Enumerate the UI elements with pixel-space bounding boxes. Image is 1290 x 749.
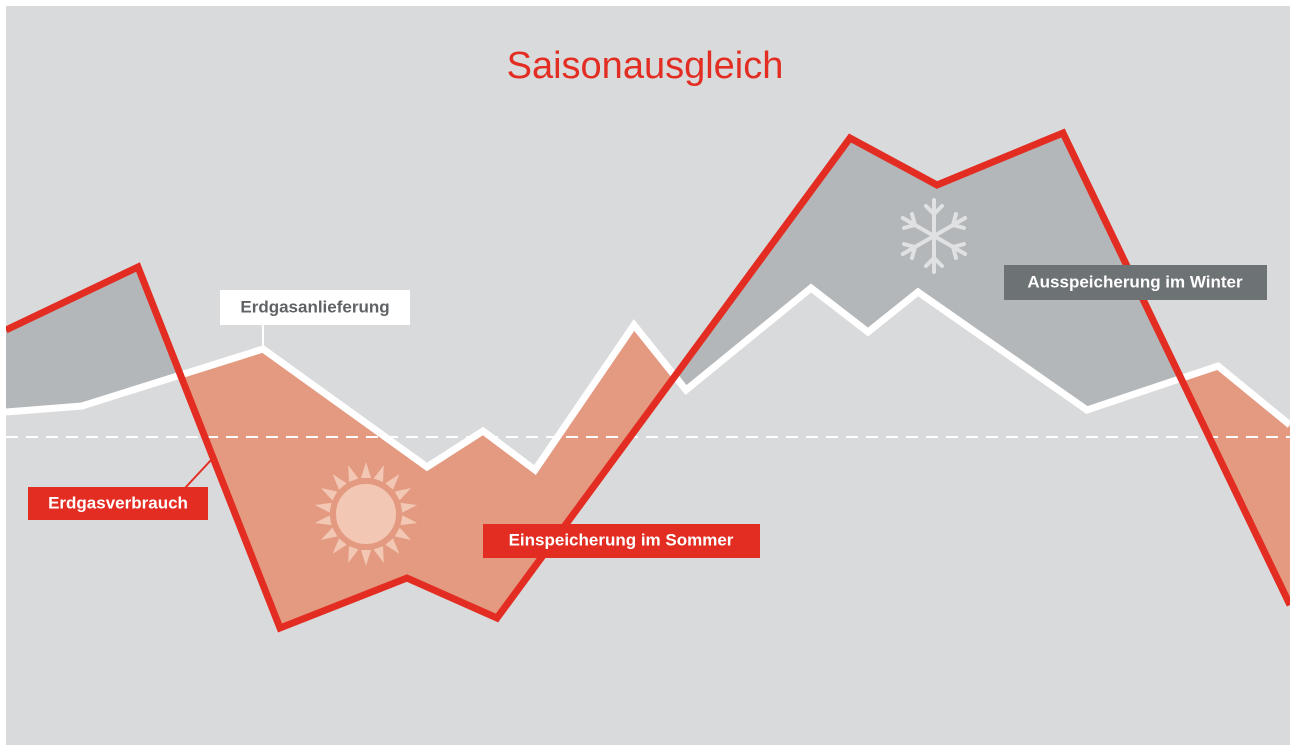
sun-icon <box>314 462 418 566</box>
withdrawal-label-box <box>1004 265 1267 300</box>
snowflake-icon <box>900 198 968 274</box>
supply-label: Erdgasanlieferung <box>240 297 389 316</box>
consumption-label-box <box>28 487 208 520</box>
title: Saisonausgleich <box>507 45 784 87</box>
consumption-leader <box>184 458 213 489</box>
consumption-line <box>6 128 1290 633</box>
consumption-label: Erdgasverbrauch <box>48 493 188 512</box>
withdrawal-label: Ausspeicherung im Winter <box>1027 272 1243 291</box>
injection-label: Einspeicherung im Sommer <box>509 530 734 549</box>
supply-line <box>6 283 1290 475</box>
injection-label-box <box>483 524 760 558</box>
supply-label-box <box>220 290 410 325</box>
